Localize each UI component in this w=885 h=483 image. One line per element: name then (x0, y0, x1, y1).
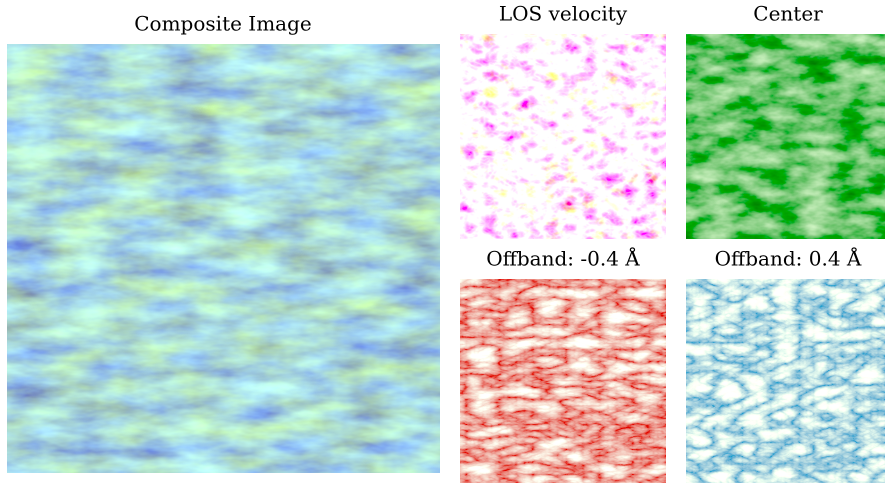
panel-title: Offband: 0.4 Å (715, 246, 862, 271)
offband-minus-image (460, 279, 666, 483)
panel-title: Composite Image (134, 12, 311, 36)
composite-image (7, 44, 440, 473)
offband-plus-image (686, 279, 885, 483)
panel-title: LOS velocity (499, 2, 628, 26)
panel-title: Center (753, 2, 823, 26)
center-image (686, 34, 885, 239)
los-velocity-image (460, 34, 666, 239)
panel-title: Offband: -0.4 Å (486, 246, 640, 271)
